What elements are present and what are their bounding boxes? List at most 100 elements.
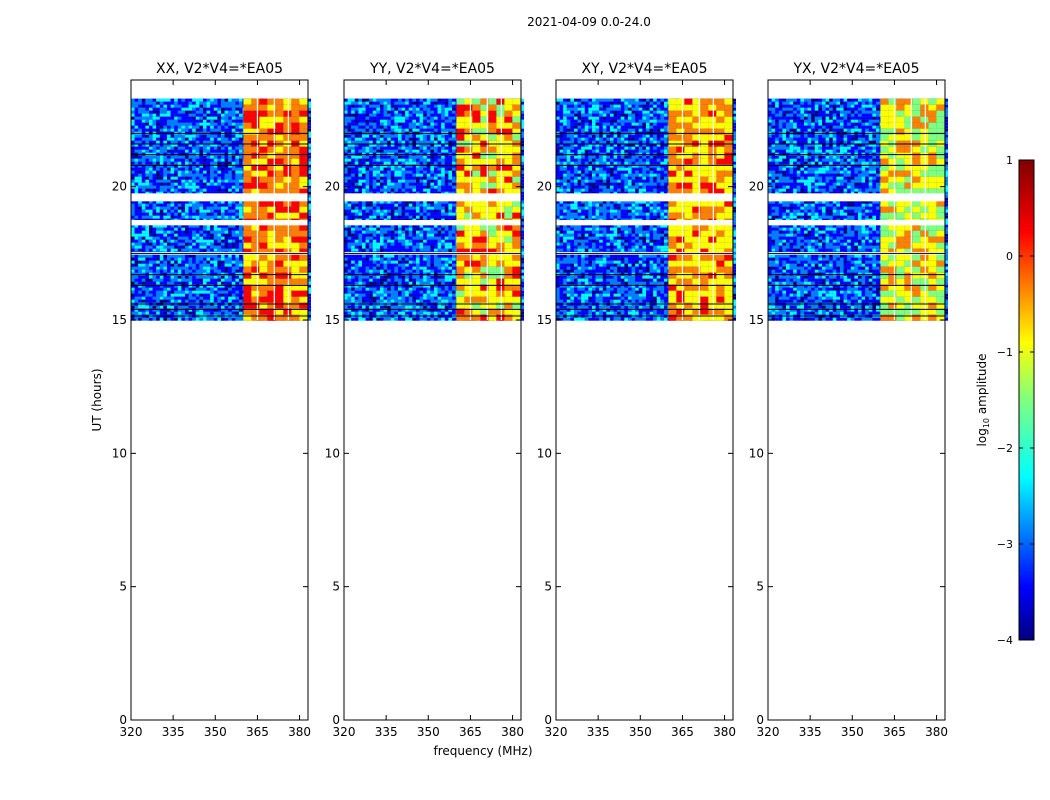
heatmap-cell xyxy=(231,299,236,303)
heatmap-cell xyxy=(235,257,239,261)
heatmap-cell xyxy=(344,98,348,102)
heatmap-cell xyxy=(213,125,218,129)
heatmap-cell xyxy=(444,101,449,105)
heatmap-cell xyxy=(141,227,146,231)
heatmap-cell xyxy=(228,206,232,210)
heatmap-cell xyxy=(156,110,160,114)
heatmap-cell xyxy=(239,188,243,192)
band-cell xyxy=(299,206,308,213)
heatmap-cell xyxy=(444,137,449,141)
heatmap-cell xyxy=(239,254,243,258)
heatmap-cell xyxy=(210,128,214,132)
heatmap-cell xyxy=(195,164,200,168)
heatmap-cell xyxy=(224,242,229,246)
heatmap-cell xyxy=(192,317,196,321)
band-cell xyxy=(275,230,284,237)
heatmap-cell xyxy=(228,167,232,171)
heatmap-cell xyxy=(177,104,182,108)
heatmap-cell xyxy=(210,257,214,261)
heatmap-cell xyxy=(307,158,311,162)
heatmap-cell xyxy=(372,134,377,138)
heatmap-cell xyxy=(441,101,445,105)
heatmap-cell xyxy=(199,179,203,183)
heatmap-cell xyxy=(206,182,211,186)
heatmap-cell xyxy=(156,263,160,267)
band-cell xyxy=(291,212,300,219)
heatmap-cell xyxy=(235,143,239,147)
heatmap-cell xyxy=(358,125,362,129)
heatmap-cell xyxy=(221,125,225,129)
heatmap-cell xyxy=(235,239,239,243)
heatmap-cell xyxy=(199,200,203,204)
heatmap-cell xyxy=(213,275,218,279)
heatmap-cell xyxy=(167,128,171,132)
heatmap-cell xyxy=(195,305,200,309)
heatmap-cell xyxy=(203,233,207,237)
heatmap-cell xyxy=(181,269,185,273)
heatmap-cell xyxy=(152,206,157,210)
heatmap-cell xyxy=(177,167,182,171)
heatmap-cell xyxy=(206,260,211,264)
heatmap-cell xyxy=(174,269,178,273)
heatmap-cell xyxy=(159,104,164,108)
heatmap-cell xyxy=(401,140,406,144)
heatmap-cell xyxy=(347,98,352,102)
heatmap-cell xyxy=(231,116,236,120)
heatmap-cell xyxy=(213,185,218,189)
heatmap-cell xyxy=(235,98,239,102)
heatmap-cell xyxy=(441,137,445,141)
heatmap-cell xyxy=(221,311,225,315)
heatmap-cell xyxy=(149,170,153,174)
heatmap-cell xyxy=(228,227,232,231)
heatmap-cell xyxy=(188,278,193,282)
heatmap-cell xyxy=(138,188,142,192)
heatmap-cell xyxy=(203,176,207,180)
heatmap-cell xyxy=(221,149,225,153)
heatmap-cell xyxy=(412,104,416,108)
heatmap-cell xyxy=(235,101,239,105)
heatmap-cell xyxy=(369,137,373,141)
heatmap-cell xyxy=(141,116,146,120)
heatmap-cell xyxy=(307,152,311,156)
heatmap-cell xyxy=(213,224,218,228)
heatmap-cell xyxy=(394,125,398,129)
heatmap-cell xyxy=(167,209,171,213)
heatmap-cell xyxy=(235,317,239,321)
heatmap-cell xyxy=(213,230,218,234)
heatmap-cell xyxy=(405,122,409,126)
heatmap-cell xyxy=(210,281,214,285)
heatmap-cell xyxy=(206,128,211,132)
heatmap-cell xyxy=(145,158,149,162)
heatmap-cell xyxy=(217,149,221,153)
band-cell xyxy=(299,146,308,153)
heatmap-cell xyxy=(401,104,406,108)
heatmap-cell xyxy=(412,134,416,138)
heatmap-cell xyxy=(131,128,135,132)
band-cell xyxy=(259,200,268,207)
heatmap-cell xyxy=(145,266,149,270)
band-cell xyxy=(243,170,252,177)
heatmap-cell xyxy=(419,116,424,120)
heatmap-cell xyxy=(213,113,218,117)
heatmap-cell xyxy=(159,110,164,114)
heatmap-cell xyxy=(163,263,167,267)
heatmap-cell xyxy=(138,185,142,189)
heatmap-cell xyxy=(141,248,146,252)
band-cell xyxy=(251,200,260,207)
heatmap-cell xyxy=(159,290,164,294)
heatmap-cell xyxy=(307,284,311,288)
heatmap-cell xyxy=(416,107,420,111)
heatmap-cell xyxy=(231,311,236,315)
heatmap-cell xyxy=(185,242,189,246)
heatmap-cell xyxy=(235,161,239,165)
heatmap-cell xyxy=(188,104,193,108)
heatmap-cell xyxy=(181,167,185,171)
heatmap-cell xyxy=(174,149,178,153)
heatmap-cell xyxy=(170,287,175,291)
heatmap-cell xyxy=(228,242,232,246)
heatmap-cell xyxy=(141,287,146,291)
heatmap-cell xyxy=(195,299,200,303)
heatmap-cell xyxy=(149,305,153,309)
heatmap-cell xyxy=(167,248,171,252)
heatmap-cell xyxy=(177,230,182,234)
